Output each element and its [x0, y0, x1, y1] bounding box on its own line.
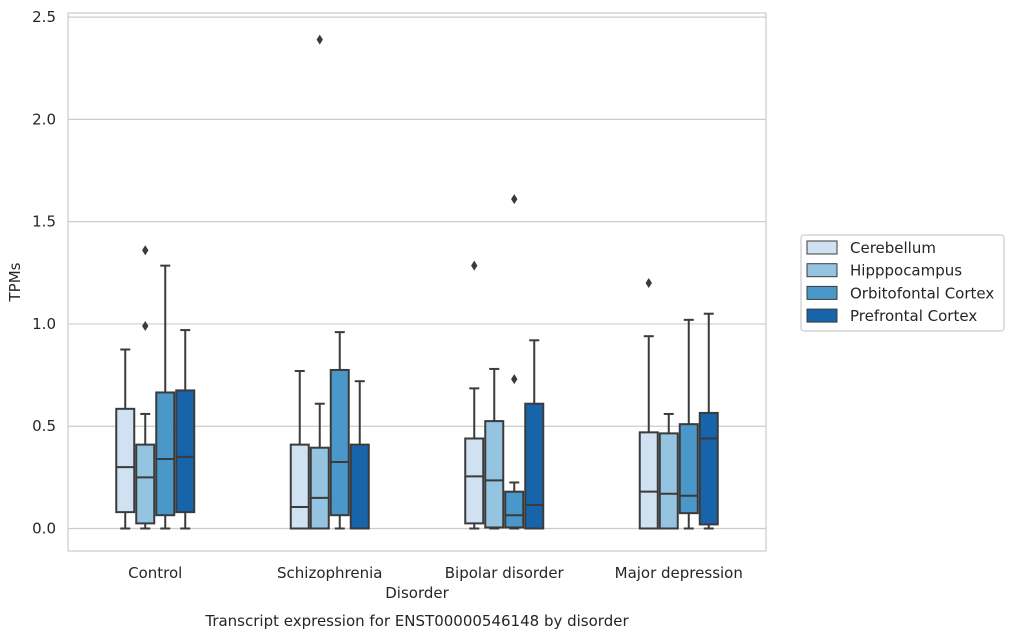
y-axis-label: TPMs	[6, 262, 24, 302]
box-2-3	[524, 339, 545, 530]
legend-label: Hipppocampus	[850, 262, 962, 280]
y-tick-label: 0.5	[32, 417, 56, 435]
box-0-2	[155, 264, 176, 530]
box-1-1	[309, 34, 330, 530]
legend-box	[800, 234, 1005, 332]
box-body	[155, 391, 176, 517]
box-body	[524, 402, 545, 530]
y-tick-label: 1.5	[32, 213, 56, 231]
box-2-2	[504, 194, 525, 530]
y-tick-label: 2.0	[32, 110, 56, 128]
y-tick-label: 1.0	[32, 315, 56, 333]
box-3-0	[638, 278, 659, 530]
box-0-3	[175, 329, 196, 530]
legend: Cerebellum Hipppocampus Orbitofontal Corte…	[800, 234, 1005, 332]
box-3-3	[698, 312, 719, 530]
y-tick-labels: 0.0 0.5 1.0 1.5 2.0 2.5	[32, 8, 56, 537]
legend-swatch	[806, 308, 838, 323]
box-2-1	[484, 367, 505, 530]
x-tick-label: Schizophrenia	[277, 564, 382, 582]
box-body	[484, 420, 505, 529]
box-0-0	[115, 348, 136, 530]
outlier-point	[316, 34, 323, 45]
outlier-point	[142, 320, 149, 331]
outlier-point	[645, 278, 652, 289]
box-2-0	[464, 260, 485, 530]
box-3-1	[658, 412, 679, 530]
x-tick-label: Bipolar disorder	[445, 564, 565, 582]
box-1-2	[329, 331, 350, 530]
box-body	[289, 443, 310, 530]
x-tick-label: Control	[128, 564, 182, 582]
box-body	[658, 432, 679, 530]
box-body	[115, 407, 136, 514]
x-tick-label: Major depression	[615, 564, 743, 582]
plot-frame	[67, 12, 767, 552]
x-axis-label: Disorder	[385, 584, 449, 602]
legend-label: Prefrontal Cortex	[850, 307, 977, 325]
box-body	[329, 368, 350, 517]
box-1-0	[289, 369, 310, 530]
outlier-point	[511, 374, 518, 385]
chart-title: Transcript expression for ENST0000054614…	[204, 612, 629, 630]
x-tick-labels: Control Schizophrenia Bipolar disorder Majo…	[128, 564, 743, 582]
box-body	[464, 437, 485, 525]
y-tick-label: 0.0	[32, 519, 56, 537]
box-groups	[115, 34, 719, 530]
legend-label: Orbitofontal Cortex	[850, 284, 994, 302]
outlier-point	[511, 194, 518, 205]
box-body	[309, 446, 330, 530]
box-body	[638, 431, 659, 530]
legend-swatch	[806, 285, 838, 300]
box-body	[349, 443, 370, 530]
legend-label: Cerebellum	[850, 239, 936, 257]
legend-swatch	[806, 263, 838, 278]
box-0-1	[135, 245, 156, 530]
outlier-point	[142, 245, 149, 256]
box-1-3	[349, 380, 370, 530]
box-body	[135, 443, 156, 525]
box-3-2	[678, 318, 699, 530]
outlier-point	[471, 260, 478, 271]
box-body	[175, 389, 196, 514]
legend-swatch	[806, 240, 838, 255]
box-body	[698, 411, 719, 526]
y-tick-label: 2.5	[32, 8, 56, 26]
box-body	[504, 490, 525, 529]
box-body	[678, 423, 699, 515]
